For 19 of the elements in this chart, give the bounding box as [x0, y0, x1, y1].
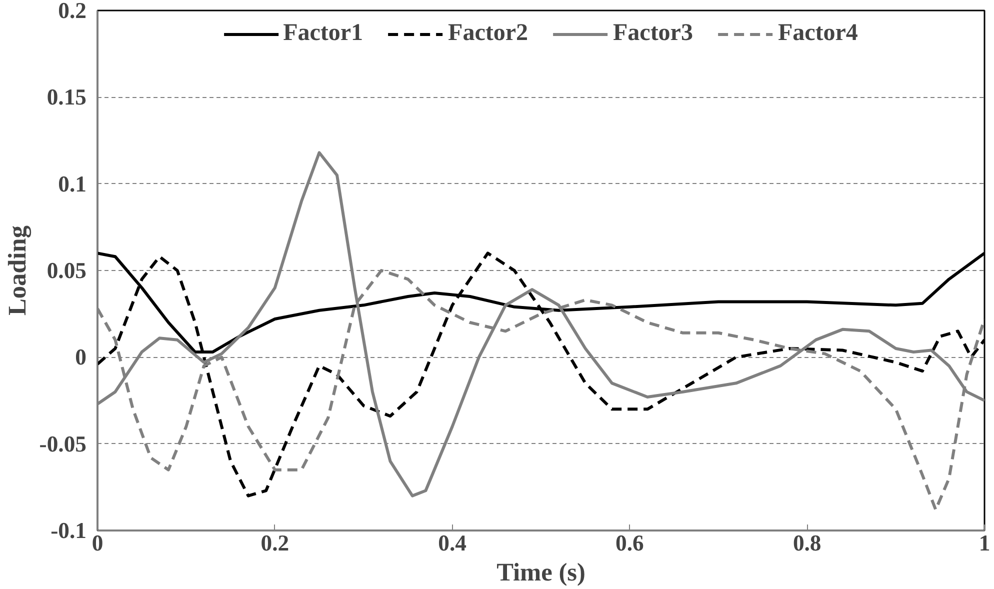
y-axis-title: Loading — [3, 225, 32, 316]
y-tick-label: -0.05 — [39, 431, 87, 456]
legend-label: Factor1 — [283, 20, 364, 47]
x-tick-label: 0.6 — [616, 530, 644, 556]
y-tick-label: 0.05 — [46, 258, 87, 283]
y-tick-label: 0.1 — [58, 171, 87, 196]
y-tick-label: 0.15 — [46, 84, 87, 110]
x-tick-label: 0.8 — [792, 530, 822, 556]
legend-label: Factor4 — [778, 20, 858, 47]
x-tick-label: 1 — [978, 530, 990, 556]
x-tick-label: 0 — [92, 530, 104, 556]
x-axis-title: Time (s) — [496, 558, 586, 586]
x-tick-label: 0.2 — [260, 530, 290, 556]
y-tick-label: -0.1 — [50, 518, 87, 543]
y-tick-label: 0 — [75, 344, 86, 370]
legend-label: Factor3 — [613, 20, 693, 47]
legend-label: Factor2 — [448, 20, 528, 47]
x-tick-label: 0.4 — [438, 530, 466, 556]
y-tick-label: 0.2 — [58, 0, 87, 23]
